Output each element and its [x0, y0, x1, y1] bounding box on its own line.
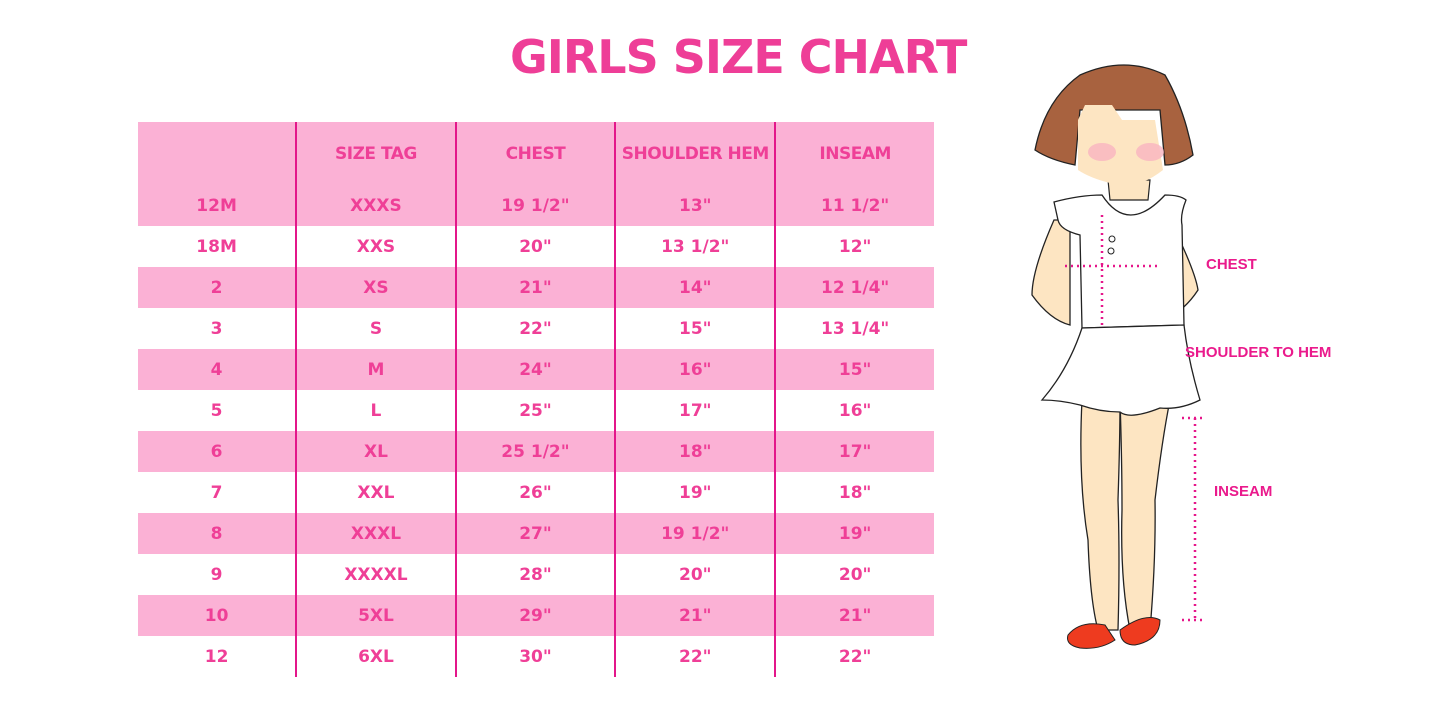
table-cell: 19" [774, 513, 934, 554]
table-cell: 5 [138, 390, 297, 431]
table-cell: 13 1/4" [774, 308, 934, 349]
table-cell: 27" [454, 513, 616, 554]
table-cell: 26" [454, 472, 616, 513]
table-cell: 25 1/2" [454, 431, 616, 472]
table-cell: 12 1/4" [774, 267, 934, 308]
table-cell: 18M [138, 226, 297, 267]
table-row: 3 S 22" 15" 13 1/4" [138, 308, 934, 349]
table-row: 8 XXXL 27" 19 1/2" 19" [138, 513, 934, 554]
table-cell: 17" [774, 431, 934, 472]
table-cell: 21" [614, 595, 776, 636]
table-cell: 20" [614, 554, 776, 595]
inseam-label: INSEAM [1214, 483, 1273, 500]
table-cell: 6 [138, 431, 297, 472]
table-cell: 16" [614, 349, 776, 390]
table-cell: 16" [774, 390, 934, 431]
table-row: 4 M 24" 16" 15" [138, 349, 934, 390]
table-cell: 2 [138, 267, 297, 308]
table-row: 12 6XL 30" 22" 22" [138, 636, 934, 677]
table-cell: 22" [774, 636, 934, 677]
table-row: 7 XXL 26" 19" 18" [138, 472, 934, 513]
table-cell: 29" [454, 595, 616, 636]
table-cell: 22" [454, 308, 616, 349]
table-cell: 8 [138, 513, 297, 554]
table-cell: S [295, 308, 456, 349]
table-cell: 6XL [295, 636, 456, 677]
table-cell: 18" [774, 472, 934, 513]
table-cell: 20" [454, 226, 616, 267]
table-cell: XXS [295, 226, 456, 267]
table-cell: XXXS [295, 185, 456, 226]
chest-label: CHEST [1206, 256, 1257, 273]
table-cell: 12 [138, 636, 297, 677]
table-cell: 9 [138, 554, 297, 595]
table-cell: 20" [774, 554, 934, 595]
table-row: 6 XL 25 1/2" 18" 17" [138, 431, 934, 472]
table-row: 2 XS 21" 14" 12 1/4" [138, 267, 934, 308]
table-cell: 4 [138, 349, 297, 390]
table-row: 10 5XL 29" 21" 21" [138, 595, 934, 636]
table-cell: 17" [614, 390, 776, 431]
table-row: 12M XXXS 19 1/2" 13" 11 1/2" [138, 185, 934, 226]
table-cell: XS [295, 267, 456, 308]
table-cell: XXXXL [295, 554, 456, 595]
girl-measurement-illustration [1031, 64, 1202, 649]
column-header: SHOULDER HEM [614, 122, 776, 185]
column-header: SIZE TAG [295, 122, 456, 185]
table-cell: 22" [614, 636, 776, 677]
table-cell: 15" [614, 308, 776, 349]
table-row: 5 L 25" 17" 16" [138, 390, 934, 431]
table-cell: 13 1/2" [614, 226, 776, 267]
table-cell: 19" [614, 472, 776, 513]
table-cell: 25" [454, 390, 616, 431]
table-cell: 28" [454, 554, 616, 595]
page-title: GIRLS SIZE CHART [510, 30, 967, 84]
table-cell: 13" [614, 185, 776, 226]
table-cell: 21" [454, 267, 616, 308]
table-cell: XXXL [295, 513, 456, 554]
column-header: INSEAM [774, 122, 934, 185]
table-cell: 21" [774, 595, 934, 636]
table-cell: 18" [614, 431, 776, 472]
table-cell: XXL [295, 472, 456, 513]
table-row: 18M XXS 20" 13 1/2" 12" [138, 226, 934, 267]
table-cell: 14" [614, 267, 776, 308]
table-cell: 24" [454, 349, 616, 390]
table-cell: 10 [138, 595, 297, 636]
table-cell: 7 [138, 472, 297, 513]
size-table: SIZE TAG CHEST SHOULDER HEM INSEAM 12M XXXS 1… [138, 122, 934, 677]
table-cell: 12" [774, 226, 934, 267]
table-cell: 5XL [295, 595, 456, 636]
table-row: 9 XXXXL 28" 20" 20" [138, 554, 934, 595]
table-cell: 30" [454, 636, 616, 677]
table-cell: 15" [774, 349, 934, 390]
table-cell: 11 1/2" [774, 185, 934, 226]
table-cell: L [295, 390, 456, 431]
table-cell: 12M [138, 185, 297, 226]
table-cell: XL [295, 431, 456, 472]
table-cell: 19 1/2" [614, 513, 776, 554]
column-header: CHEST [454, 122, 616, 185]
table-cell: 19 1/2" [454, 185, 616, 226]
table-cell: 3 [138, 308, 297, 349]
table-header: SIZE TAG CHEST SHOULDER HEM INSEAM [138, 122, 934, 185]
table-cell: M [295, 349, 456, 390]
shoulder-to-hem-label: SHOULDER TO HEM [1185, 344, 1332, 361]
column-header [138, 122, 297, 185]
